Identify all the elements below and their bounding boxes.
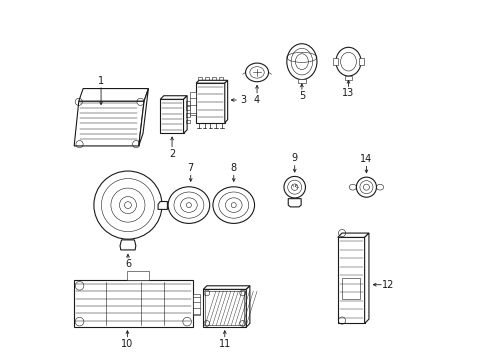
Polygon shape: [158, 202, 167, 210]
Polygon shape: [246, 286, 249, 327]
Polygon shape: [160, 96, 187, 99]
Bar: [203, 289, 246, 327]
Bar: [344, 76, 351, 80]
Text: 1: 1: [98, 76, 104, 86]
Bar: [219, 77, 223, 83]
Text: 7: 7: [187, 163, 193, 173]
Text: 5: 5: [298, 91, 305, 101]
Polygon shape: [79, 89, 148, 101]
Text: 9: 9: [291, 153, 297, 163]
Polygon shape: [183, 96, 187, 134]
Bar: [186, 107, 190, 110]
Polygon shape: [224, 80, 227, 123]
Bar: [186, 113, 190, 117]
Polygon shape: [74, 280, 192, 327]
Polygon shape: [74, 101, 144, 146]
Text: 4: 4: [253, 95, 260, 105]
Bar: [204, 77, 208, 83]
Polygon shape: [287, 199, 301, 207]
Bar: [127, 271, 148, 280]
Polygon shape: [364, 233, 368, 323]
Bar: [186, 120, 190, 123]
Bar: [211, 77, 216, 83]
Text: 10: 10: [121, 338, 133, 348]
Text: 6: 6: [124, 259, 131, 269]
Polygon shape: [120, 240, 136, 250]
Polygon shape: [337, 233, 368, 237]
Text: 12: 12: [381, 280, 394, 290]
Bar: [186, 102, 190, 105]
Text: 14: 14: [360, 154, 372, 164]
Text: 11: 11: [218, 338, 230, 348]
Bar: [192, 294, 199, 315]
Bar: [160, 99, 183, 134]
Bar: [189, 92, 196, 116]
Polygon shape: [203, 286, 249, 289]
Bar: [297, 79, 305, 83]
Bar: [196, 83, 224, 123]
Polygon shape: [196, 80, 227, 83]
Bar: [358, 58, 363, 65]
Text: 3: 3: [240, 95, 246, 105]
Text: 13: 13: [342, 88, 354, 98]
Bar: [204, 291, 244, 325]
Bar: [197, 77, 202, 83]
Bar: [341, 278, 360, 300]
Polygon shape: [337, 237, 364, 323]
Bar: [332, 58, 338, 65]
Text: 8: 8: [230, 163, 236, 173]
Polygon shape: [139, 89, 148, 146]
Text: 2: 2: [168, 149, 175, 159]
